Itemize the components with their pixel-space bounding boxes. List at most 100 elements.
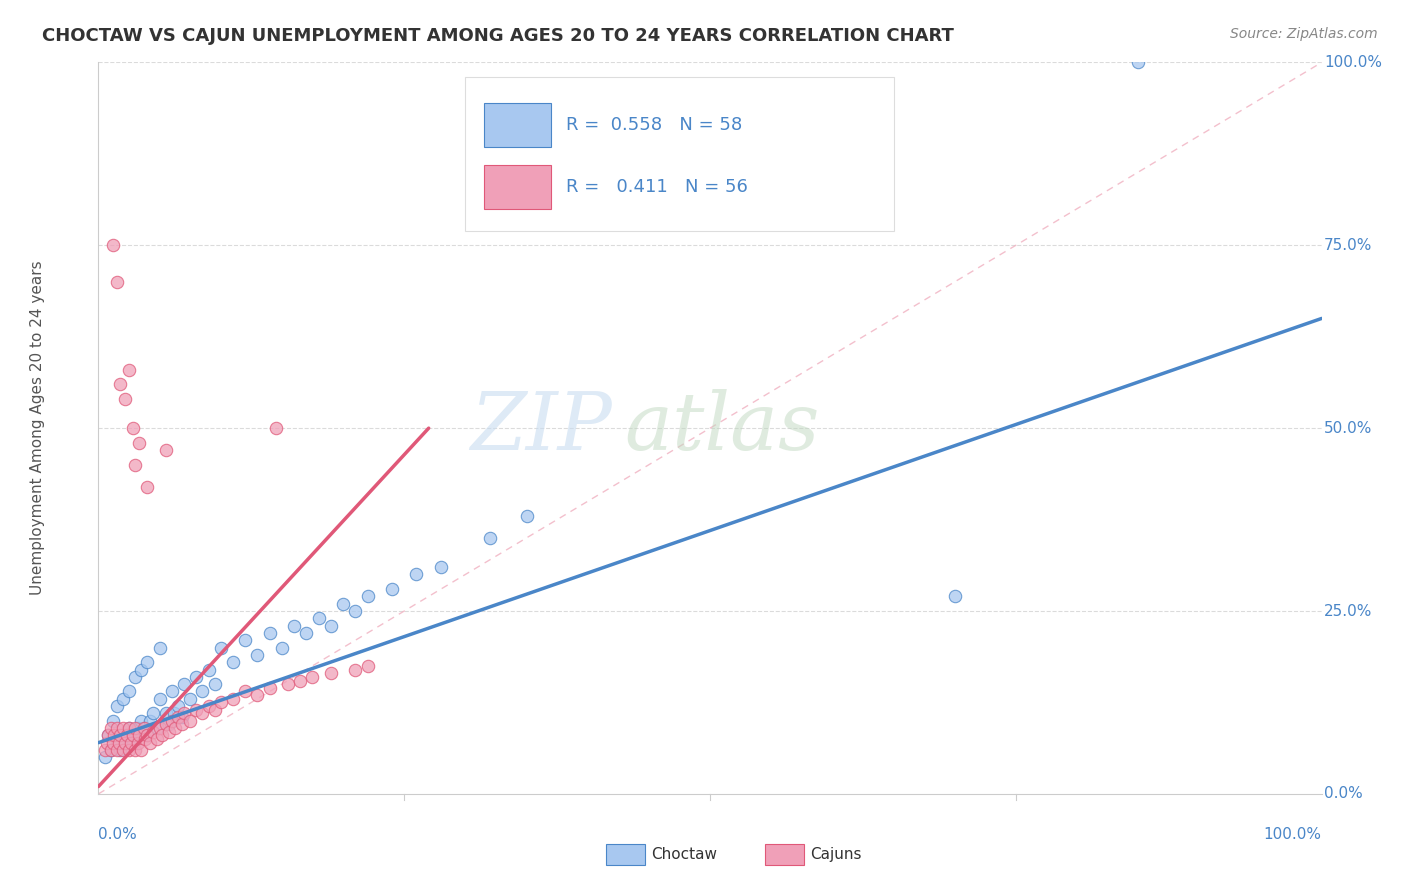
Point [209,640,232,655]
Point [344,604,367,618]
Point [186,670,208,684]
Point [163,706,186,721]
Point [197,663,219,677]
Point [356,658,378,673]
Point [222,655,245,669]
Point [222,691,245,706]
Point [478,531,501,545]
Point [173,706,195,721]
Point [356,590,378,604]
Text: atlas: atlas [624,390,820,467]
Text: 25.0%: 25.0% [1324,604,1372,618]
Point [301,670,323,684]
Point [277,677,299,691]
Point [173,677,195,691]
Point [132,721,155,735]
Point [100,743,122,757]
Point [111,721,134,735]
Point [118,684,141,698]
Point [160,684,183,698]
Text: 0.0%: 0.0% [1324,787,1362,801]
Point [118,721,141,735]
Point [157,717,180,731]
Point [264,421,287,435]
Point [149,691,172,706]
Point [127,736,149,750]
Point [129,663,152,677]
Point [105,721,128,735]
Point [124,743,146,757]
Point [270,640,294,655]
Point [233,684,256,698]
Point [118,362,141,376]
Point [155,717,177,731]
Point [319,618,342,632]
Point [134,731,156,746]
FancyBboxPatch shape [484,165,551,209]
Point [105,699,128,714]
Text: R =   0.411   N = 56: R = 0.411 N = 56 [565,178,748,195]
Text: 100.0%: 100.0% [1264,827,1322,842]
Point [105,743,128,757]
Text: Unemployment Among Ages 20 to 24 years: Unemployment Among Ages 20 to 24 years [30,260,45,596]
Point [149,721,172,735]
Point [204,677,226,691]
Point [160,714,183,728]
Point [121,736,143,750]
Point [290,673,312,688]
Text: 75.0%: 75.0% [1324,238,1372,252]
Point [121,421,143,435]
Point [105,275,128,289]
Point [344,663,367,677]
Point [246,688,269,702]
Point [179,691,201,706]
Point [105,736,128,750]
Point [136,728,159,742]
Text: ZIP: ZIP [471,390,612,467]
Point [129,743,152,757]
Point [149,640,172,655]
Point [515,508,537,523]
Point [124,670,146,684]
FancyBboxPatch shape [606,845,645,865]
Point [170,710,193,724]
Point [295,626,318,640]
Point [110,743,132,757]
Text: Cajuns: Cajuns [810,847,862,862]
FancyBboxPatch shape [465,77,894,231]
Point [100,743,122,757]
Point [139,714,162,728]
FancyBboxPatch shape [765,845,804,865]
Point [381,582,404,596]
Point [111,691,134,706]
Point [405,567,427,582]
Point [150,728,173,742]
Point [170,717,193,731]
Point [430,560,453,574]
Point [142,724,165,739]
Point [97,728,120,742]
Point [124,458,146,472]
Point [179,714,201,728]
Point [96,736,118,750]
Point [103,728,125,742]
Text: Choctaw: Choctaw [651,847,717,862]
Point [155,706,177,721]
Point [943,590,966,604]
Point [110,377,132,392]
Point [146,721,169,735]
Point [157,724,180,739]
Point [1128,55,1150,70]
Point [136,655,159,669]
Point [233,633,256,648]
Point [100,721,122,735]
Point [118,743,141,757]
Point [97,728,120,742]
Point [136,480,159,494]
Point [332,597,354,611]
Point [167,710,190,724]
Point [93,750,115,764]
Point [114,392,136,406]
Point [93,743,115,757]
Point [186,703,208,717]
